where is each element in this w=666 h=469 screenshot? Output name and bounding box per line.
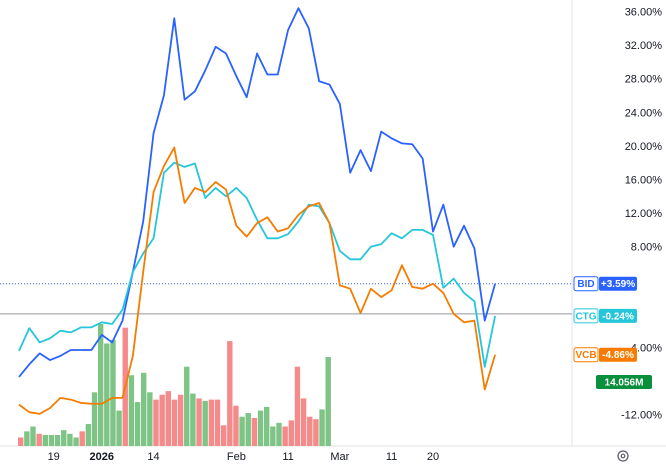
- gear-icon-hub: [620, 453, 626, 459]
- volume-bar: [227, 341, 233, 446]
- x-axis: 19 2026 14 Feb 11 Mar 11 20: [48, 451, 440, 463]
- tag-name-box: [573, 347, 599, 363]
- volume-bar: [24, 431, 30, 446]
- x-tick-label: 19: [48, 451, 60, 463]
- volume-bar: [134, 402, 141, 446]
- volume-bar: [165, 391, 171, 446]
- volume-bar: [276, 422, 282, 446]
- y-axis: 36.00% 32.00% 28.00% 24.00% 20.00% 16.00% 12.0…: [621, 7, 662, 422]
- volume-bar: [233, 405, 239, 446]
- y-tick-label: -12.00%: [621, 410, 662, 422]
- volume-bar: [184, 366, 190, 446]
- x-tick-label: 11: [282, 451, 293, 463]
- volume-bar: [257, 410, 264, 446]
- series-line-vcb[interactable]: [18, 146, 496, 415]
- tag-series-name: BID: [577, 279, 594, 290]
- volume-bar: [147, 392, 153, 446]
- volume-bar: [141, 372, 147, 446]
- x-tick-label: 14: [147, 451, 159, 463]
- volume-bar: [208, 399, 215, 446]
- volume-bar: [171, 399, 178, 446]
- series-line-ctg[interactable]: [18, 161, 496, 368]
- volume-bar: [264, 406, 270, 446]
- gear-icon-ring: [617, 450, 629, 462]
- settings-icon[interactable]: [617, 450, 629, 462]
- volume-bar: [245, 413, 251, 446]
- tag-value-label: -4.86%: [602, 350, 634, 361]
- volume-bar: [110, 339, 116, 446]
- x-tick-label: Mar: [330, 451, 349, 463]
- tag-series-name: CTG: [575, 311, 596, 322]
- volume-bar: [79, 431, 85, 446]
- x-tick-label: 2026: [90, 451, 114, 463]
- reference-lines: [0, 283, 572, 315]
- y-tick-label: 8.00%: [631, 242, 662, 254]
- volume-bar: [313, 419, 319, 446]
- series-lines: [18, 7, 496, 415]
- y-tick-label: 16.00%: [625, 175, 663, 187]
- y-tick-label: 20.00%: [625, 141, 663, 153]
- volume-bars: [18, 324, 331, 446]
- y-tick-label: 32.00%: [625, 40, 663, 52]
- volume-bar: [116, 410, 122, 446]
- volume-bar: [30, 426, 36, 446]
- y-tick-label: 36.00%: [625, 7, 663, 19]
- volume-bar: [91, 392, 98, 446]
- volume-bar: [177, 394, 184, 446]
- volume-bar: [190, 393, 196, 446]
- volume-bar: [36, 433, 42, 446]
- volume-bar: [319, 409, 325, 446]
- volume-bar: [128, 375, 135, 446]
- tag-value-box: [599, 276, 637, 291]
- volume-last-value-tag: 14.056M: [596, 375, 652, 389]
- y-tick-label: 12.00%: [625, 208, 663, 220]
- last-value-tag-bid: BID +3.59%: [573, 276, 637, 292]
- volume-bar: [307, 416, 313, 446]
- tag-value-box: [599, 308, 637, 323]
- volume-bar: [159, 394, 165, 446]
- y-tick-label: 28.00%: [625, 74, 663, 86]
- volume-bar: [294, 366, 301, 446]
- volume-bar: [18, 437, 24, 446]
- x-tick-label: 11: [386, 451, 397, 463]
- tag-value-label: -0.24%: [602, 311, 634, 322]
- x-tick-label: 20: [427, 451, 439, 463]
- volume-bar: [97, 324, 104, 446]
- series-line-bid[interactable]: [18, 7, 496, 378]
- last-value-tag-vcb: VCB -4.86%: [573, 347, 637, 363]
- x-tick-label: Feb: [227, 451, 246, 463]
- tag-value-box: [599, 347, 637, 362]
- volume-bar: [73, 437, 79, 446]
- volume-bar: [300, 398, 307, 446]
- volume-bar: [48, 435, 55, 446]
- volume-bar: [270, 426, 276, 446]
- volume-bar: [239, 416, 245, 446]
- volume-bar: [214, 399, 221, 446]
- tag-name-box: [573, 276, 599, 292]
- volume-bar: [104, 343, 110, 446]
- volume-bar: [153, 399, 159, 446]
- volume-bar: [61, 430, 67, 446]
- volume-tag-box: [596, 375, 652, 389]
- last-value-tags: BID +3.59% CTG -0.24% VCB -4.86% 14.056M: [573, 276, 652, 389]
- volume-bar: [202, 400, 208, 446]
- volume-bar: [54, 435, 61, 446]
- volume-bar: [282, 426, 288, 446]
- volume-bar: [67, 433, 73, 446]
- volume-bar: [220, 425, 227, 446]
- last-value-tag-ctg: CTG -0.24%: [573, 308, 637, 324]
- y-tick-label: 24.00%: [625, 107, 663, 119]
- volume-bar: [196, 398, 202, 446]
- volume-bar: [325, 356, 331, 446]
- volume-bar: [251, 417, 258, 446]
- volume-bar: [42, 435, 48, 446]
- volume-tag-label: 14.056M: [605, 378, 644, 389]
- volume-bar: [85, 424, 92, 446]
- tag-series-name: VCB: [575, 350, 596, 361]
- volume-bar: [288, 420, 294, 446]
- tag-value-label: +3.59%: [601, 279, 635, 290]
- tag-name-box: [573, 308, 599, 324]
